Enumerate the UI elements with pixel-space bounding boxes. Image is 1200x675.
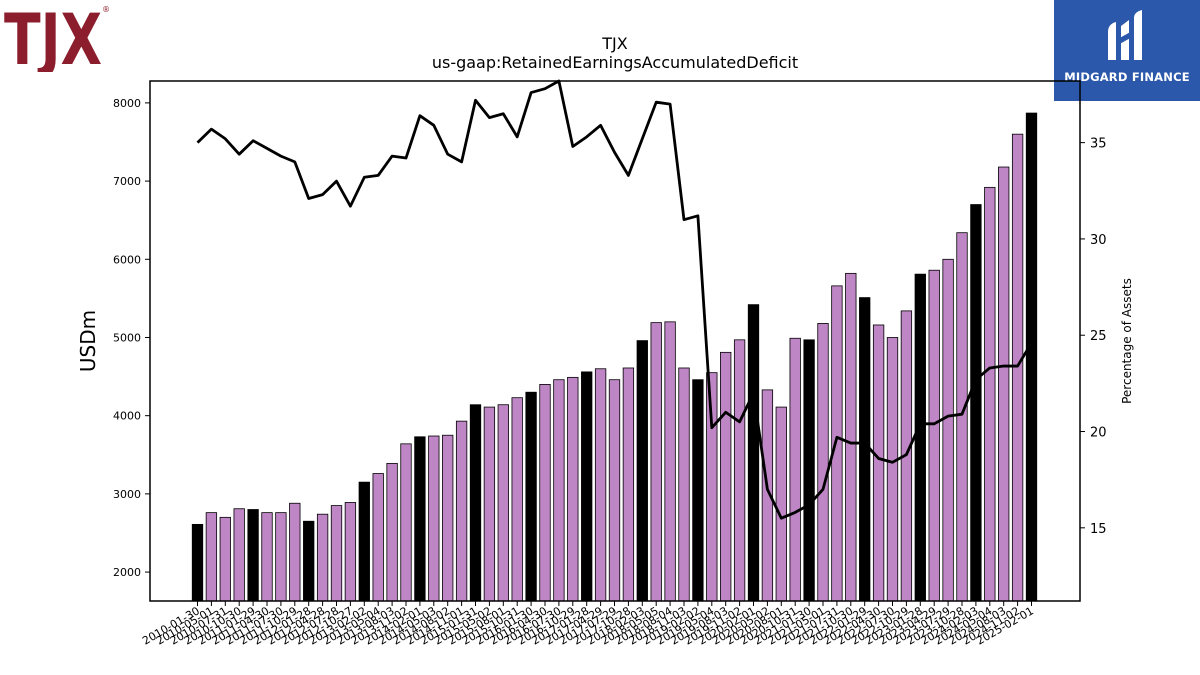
bar-2017-04-29 <box>594 368 607 602</box>
bar-2024-08-03 <box>998 166 1010 602</box>
bar-2014-08-02 <box>442 434 454 602</box>
bar-2023-10-28 <box>956 232 968 602</box>
bar-2011-10-29 <box>289 502 301 602</box>
bar-2022-04-30 <box>872 324 885 602</box>
bar-2021-05-01 <box>817 323 829 602</box>
chart-title: TJX <box>601 34 627 53</box>
bar-2021-01-30 <box>803 339 815 602</box>
y-axis-right: 15 20 25 30 35 <box>1080 137 1107 537</box>
tjx-logo-text: TJX <box>4 0 102 72</box>
bar-2023-01-28 <box>914 273 926 602</box>
bar-2017-10-28 <box>622 367 635 602</box>
bar-2022-01-29 <box>859 297 871 602</box>
percentage-line-series <box>196 79 1033 520</box>
midgard-finance-logo: MIDGARD FINANCE <box>1054 0 1200 101</box>
bar-2016-07-30 <box>553 379 565 602</box>
bar-2015-10-31 <box>511 397 523 602</box>
bar-2015-05-02 <box>483 406 496 602</box>
y-tick-label: 6000 <box>113 253 141 266</box>
bar-2018-05-05 <box>650 322 662 602</box>
bar-2011-07-30 <box>275 512 287 602</box>
bar-2025-02-01 <box>1025 112 1038 602</box>
y-axis-label: USDm <box>76 310 100 372</box>
y2-axis-label: Percentage of Assets <box>1120 278 1134 404</box>
bar-2019-02-02 <box>692 379 704 602</box>
bar-2010-07-31 <box>219 516 231 602</box>
bar-2016-10-29 <box>567 376 579 602</box>
midgard-finance-wordmark: MIDGARD FINANCE <box>1064 70 1190 84</box>
bar-2018-08-04 <box>664 321 676 602</box>
bar-2019-08-03 <box>720 351 732 602</box>
bar-2024-05-04 <box>984 186 996 602</box>
y-tick-label: 3000 <box>113 488 141 501</box>
bar-2011-01-29 <box>247 509 259 602</box>
bar-2015-08-01 <box>497 404 509 602</box>
midgard-emblem-icon <box>1108 10 1142 60</box>
bar-2010-01-30 <box>191 523 204 602</box>
bar-2013-05-04 <box>372 473 384 602</box>
y2-tick-label: 20 <box>1090 426 1107 441</box>
y-tick-label: 5000 <box>113 331 141 344</box>
registered-mark: ® <box>102 5 110 14</box>
bar-2012-10-27 <box>344 502 357 602</box>
bar-2024-11-02 <box>1011 133 1024 602</box>
percentage-of-assets-line <box>196 79 1033 520</box>
bar-2010-10-30 <box>233 508 245 602</box>
y2-tick-label: 30 <box>1090 233 1107 248</box>
bar-2021-07-31 <box>831 285 843 602</box>
bar-2018-11-03 <box>678 367 690 602</box>
bar-2013-08-03 <box>386 462 398 602</box>
y-tick-label: 7000 <box>113 175 141 188</box>
bar-2023-07-29 <box>942 258 954 602</box>
y-tick-label: 4000 <box>113 410 141 423</box>
bar-2014-02-01 <box>414 436 426 602</box>
bar-2016-01-30 <box>525 391 537 602</box>
bar-2022-07-30 <box>886 337 899 602</box>
bar-series <box>191 112 1038 602</box>
bar-2020-10-31 <box>789 337 801 602</box>
bar-2010-05-01 <box>205 512 218 602</box>
bar-2023-04-29 <box>928 269 940 602</box>
bar-2012-07-28 <box>330 505 343 602</box>
bar-2017-01-28 <box>581 371 593 602</box>
bar-2024-02-03 <box>970 204 982 602</box>
y2-tick-label: 15 <box>1090 522 1107 537</box>
bar-2019-11-02 <box>733 339 746 602</box>
bar-2013-11-02 <box>400 443 412 602</box>
y-tick-label: 8000 <box>113 97 141 110</box>
y2-tick-label: 35 <box>1090 137 1107 152</box>
y2-tick-label: 25 <box>1090 329 1107 344</box>
bar-2012-01-28 <box>303 520 315 602</box>
bar-2013-02-02 <box>358 481 370 602</box>
tjx-logo: TJX ® <box>0 0 115 81</box>
bar-2016-04-30 <box>539 383 551 602</box>
bar-2014-11-01 <box>455 420 468 602</box>
y-tick-label: 2000 <box>113 566 141 579</box>
bar-2011-04-30 <box>261 512 273 602</box>
chart-subtitle: us-gaap:RetainedEarningsAccumulatedDefic… <box>432 53 798 72</box>
bar-2017-07-29 <box>608 379 621 602</box>
bar-2020-08-01 <box>775 406 787 602</box>
bar-2014-05-03 <box>428 435 440 602</box>
y-axis-left: 2000 3000 4000 5000 6000 7000 8000 <box>113 97 150 579</box>
bar-2015-01-31 <box>469 404 482 602</box>
x-axis: 2010-01-302010-05-012010-07-312010-10-30… <box>140 601 1036 648</box>
bar-2012-04-28 <box>316 513 329 602</box>
bar-2020-02-01 <box>747 304 760 602</box>
bar-2021-10-30 <box>845 272 857 602</box>
bar-2018-02-03 <box>636 340 648 602</box>
